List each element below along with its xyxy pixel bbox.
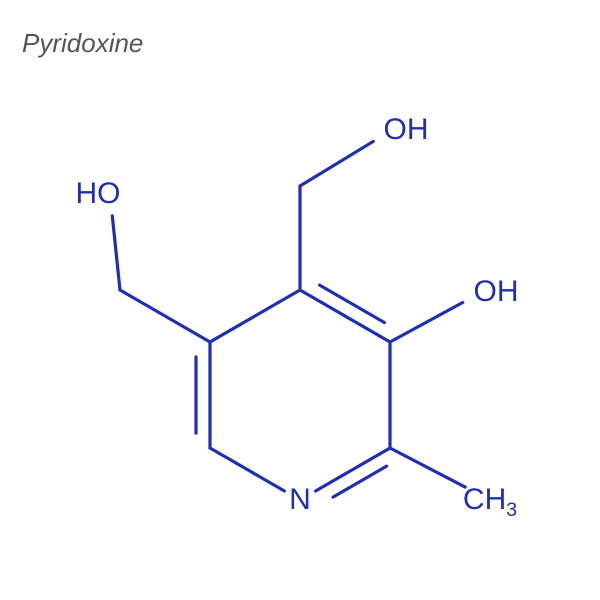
diagram-canvas: Pyridoxine NCH3OHOHHO	[0, 0, 600, 600]
atom-label-O7: OH	[384, 115, 429, 145]
atom-label-O3: OH	[474, 277, 519, 307]
atom-label-CH3: CH3	[463, 485, 517, 515]
atom-label-N1: N	[289, 485, 311, 515]
atom-label-O8: HO	[76, 179, 121, 209]
